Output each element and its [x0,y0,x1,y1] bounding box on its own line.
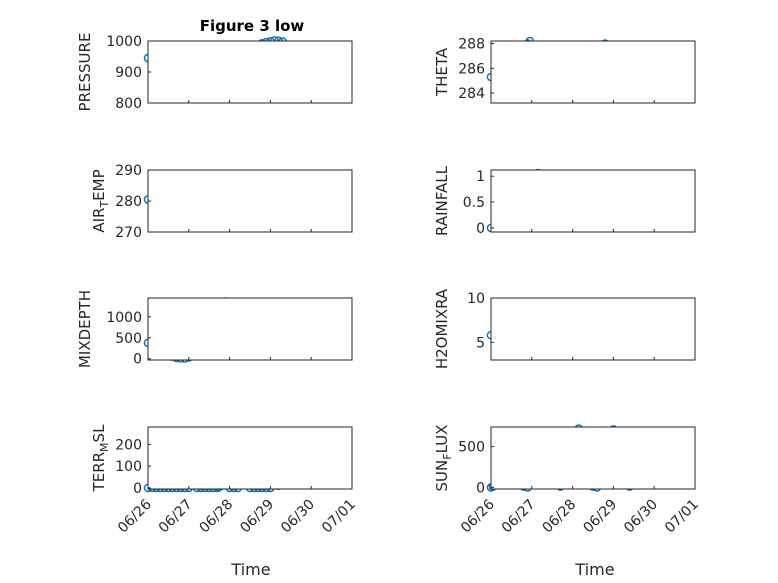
x-tick-label: 06/27 [156,497,196,537]
x-tick-label: 06/28 [540,497,580,537]
subplot-mixdepth: 0 500 1000 MIXDEPTH [76,290,353,368]
y-tick-label: 200 [115,437,142,453]
y-tick-label: 0 [476,480,485,496]
y-tick-label: 286 [458,61,485,77]
axes-box [490,426,696,490]
y-tick-label: 900 [115,65,142,81]
axes-box [147,169,353,233]
x-tick-label: 06/26 [458,496,498,536]
y-axis-label: AIRTEMP [90,169,111,232]
y-tick-label: 284 [458,86,485,102]
x-tick-label: 06/30 [621,497,661,537]
axes-box [490,297,696,361]
x-tick-label: 06/30 [278,497,318,537]
y-tick-label: 0 [133,352,142,368]
y-tick-label: 1000 [106,310,142,326]
x-tick-label: 06/29 [237,497,277,537]
axes-box [147,426,353,490]
y-tick-label: 5 [476,335,485,351]
y-axis-label: H2OMIXRA [433,288,451,369]
subplot-h2omixra: 5 10 H2OMIXRA [433,288,696,369]
y-tick-label: 0 [133,481,142,497]
x-tick-label: 07/01 [319,497,359,537]
y-tick-label: 0 [476,221,485,237]
x-tick-label: 06/26 [115,496,155,536]
axes-box [147,40,353,104]
x-tick-label: 07/01 [662,497,702,537]
subplot-rainfall: 0 0.5 1 RAINFALL [433,165,696,237]
y-tick-label: 10 [467,291,485,307]
y-tick-label: 0.5 [463,195,485,211]
y-axis-label: TERRMSL [90,424,111,493]
subplot-pressure: 800 900 1000 PRESSURE [76,33,353,112]
x-tick-label: 06/27 [499,497,539,537]
y-axis-label: MIXDEPTH [76,290,94,368]
y-tick-label: 1 [476,169,485,185]
figure-title: Figure 3 low [200,17,305,35]
y-tick-label: 280 [115,194,142,210]
y-tick-label: 1000 [106,34,142,50]
y-tick-label: 800 [115,96,142,112]
y-tick-label: 100 [115,459,142,475]
x-axis-label-left: Time [230,560,270,579]
y-tick-label: 500 [458,440,485,456]
axes-box [490,40,696,104]
x-tick-label: 06/28 [197,497,237,537]
y-tick-label: 288 [458,36,485,52]
y-axis-label: SUNFLUX [433,425,454,492]
y-tick-label: 290 [115,163,142,179]
axes-box [490,169,696,233]
y-tick-label: 500 [115,331,142,347]
y-axis-label: PRESSURE [76,33,94,112]
x-axis-label-right: Time [574,560,614,579]
y-axis-label: RAINFALL [433,165,451,236]
subplot-theta: 284 286 288 THETA [433,36,696,104]
y-axis-label: THETA [433,47,451,97]
x-tick-label: 06/29 [580,497,620,537]
y-tick-label: 270 [115,225,142,241]
axes-box [147,297,353,361]
